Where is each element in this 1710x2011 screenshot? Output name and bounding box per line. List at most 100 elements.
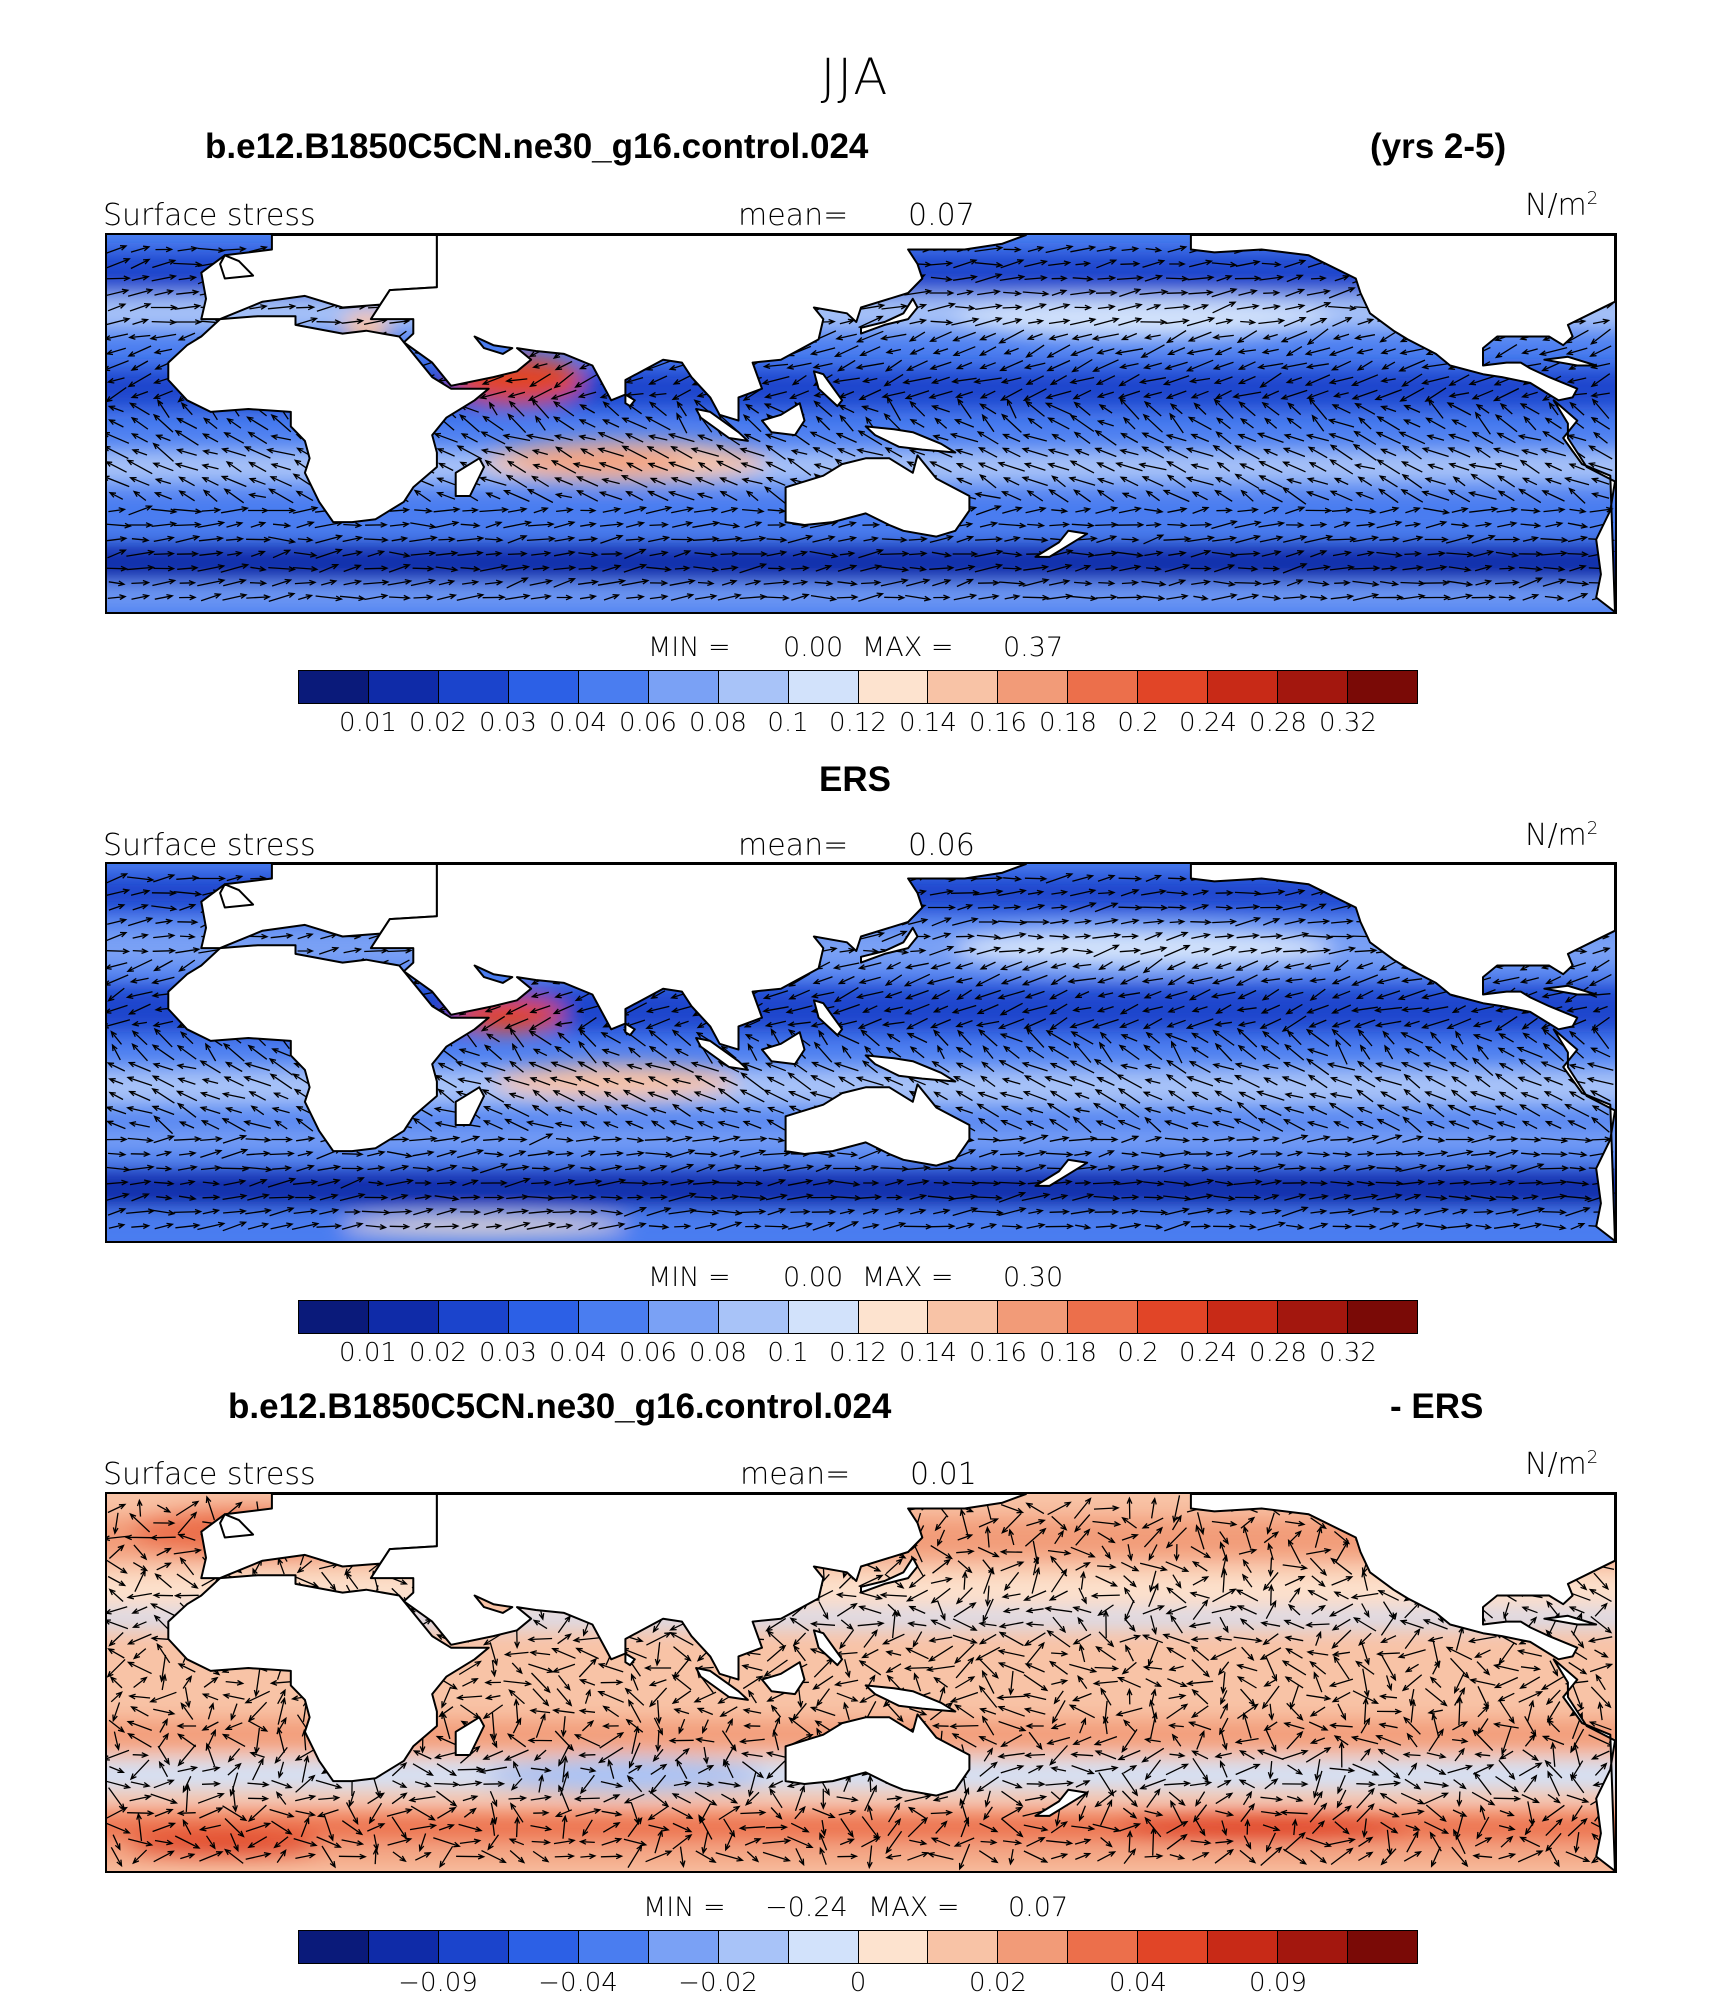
stress-vector-arrow bbox=[1240, 1802, 1256, 1823]
stress-vector-arrow bbox=[1328, 1603, 1354, 1617]
stress-vector-arrow bbox=[1263, 565, 1281, 572]
stress-vector-arrow bbox=[1070, 289, 1097, 296]
stress-vector-arrow bbox=[1023, 564, 1050, 571]
stress-vector-arrow bbox=[1025, 1164, 1047, 1173]
colorbar-swatch bbox=[1068, 1301, 1139, 1333]
stress-vector-arrow bbox=[298, 594, 314, 601]
stress-vector-arrow bbox=[715, 1180, 745, 1187]
stress-vector-arrow bbox=[412, 1117, 433, 1132]
stress-vector-arrow bbox=[1239, 1849, 1257, 1864]
stress-vector-arrow bbox=[857, 303, 886, 311]
stress-vector-arrow bbox=[979, 1165, 999, 1172]
stress-vector-arrow bbox=[855, 330, 884, 343]
stress-vector-arrow bbox=[462, 1179, 479, 1187]
stress-vector-arrow bbox=[692, 1135, 721, 1142]
stress-vector-arrow bbox=[107, 386, 127, 403]
stress-vector-arrow bbox=[1235, 974, 1258, 986]
stress-vector-arrow bbox=[460, 522, 481, 529]
stress-vector-arrow bbox=[480, 1062, 506, 1072]
stress-vector-arrow bbox=[1263, 1531, 1280, 1544]
stress-vector-arrow bbox=[226, 536, 245, 543]
colorbar-swatch bbox=[858, 671, 929, 703]
stress-vector-arrow bbox=[649, 580, 669, 587]
stress-vector-arrow bbox=[934, 1515, 948, 1532]
stress-vector-arrow bbox=[271, 1779, 293, 1789]
stress-vector-arrow bbox=[1305, 507, 1333, 514]
stress-vector-arrow bbox=[1243, 1835, 1252, 1850]
stress-vector-arrow bbox=[1215, 962, 1232, 970]
stress-vector-arrow bbox=[627, 1816, 643, 1838]
stress-vector-arrow bbox=[247, 1222, 270, 1230]
stress-vector-arrow bbox=[1072, 389, 1092, 400]
stress-vector-arrow bbox=[1071, 1764, 1095, 1775]
stress-vector-arrow bbox=[1374, 388, 1402, 401]
stress-vector-arrow bbox=[130, 390, 149, 399]
stress-vector-arrow bbox=[1263, 1077, 1278, 1086]
stress-vector-arrow bbox=[1397, 1649, 1426, 1659]
stress-vector-arrow bbox=[108, 1632, 124, 1647]
stress-vector-arrow bbox=[1286, 522, 1305, 528]
stress-vector-arrow bbox=[1492, 387, 1520, 402]
stress-vector-arrow bbox=[277, 1696, 287, 1725]
stress-vector-arrow bbox=[668, 1060, 694, 1074]
stress-vector-arrow bbox=[1448, 462, 1470, 471]
stress-vector-arrow bbox=[725, 1833, 733, 1852]
stress-vector-arrow bbox=[884, 991, 903, 999]
stress-vector-arrow bbox=[1262, 1571, 1279, 1591]
stress-vector-arrow bbox=[857, 962, 882, 970]
stress-vector-arrow bbox=[977, 289, 1001, 296]
colorbar-swatch bbox=[578, 1301, 649, 1333]
stress-vector-arrow bbox=[244, 1690, 270, 1704]
stress-vector-arrow bbox=[885, 1179, 905, 1187]
stress-vector-arrow bbox=[199, 1091, 221, 1100]
stress-vector-arrow bbox=[243, 1076, 272, 1087]
colorbar-tick-label: 0.04 bbox=[549, 708, 607, 738]
stress-vector-arrow bbox=[1164, 361, 1188, 371]
stress-vector-arrow bbox=[1353, 1019, 1376, 1029]
stress-vector-arrow bbox=[929, 889, 955, 896]
stress-vector-arrow bbox=[725, 1717, 733, 1733]
stress-vector-arrow bbox=[132, 933, 149, 939]
stress-vector-arrow bbox=[368, 1802, 383, 1825]
stress-vector-arrow bbox=[997, 1662, 1025, 1674]
stress-vector-arrow bbox=[1093, 1505, 1120, 1512]
stress-vector-arrow bbox=[107, 1806, 128, 1819]
stress-vector-arrow bbox=[485, 550, 503, 557]
stress-vector-arrow bbox=[201, 1780, 221, 1787]
stress-vector-arrow bbox=[1075, 1528, 1091, 1546]
stress-vector-arrow bbox=[1337, 1774, 1346, 1795]
stress-vector-arrow bbox=[1214, 1090, 1233, 1102]
stress-vector-arrow bbox=[1496, 1121, 1516, 1129]
stress-vector-arrow bbox=[928, 1636, 953, 1643]
south-america-landmass bbox=[1552, 399, 1615, 612]
stress-vector-arrow bbox=[108, 1544, 125, 1559]
stress-vector-arrow bbox=[202, 489, 218, 502]
stress-vector-arrow bbox=[179, 933, 196, 940]
stress-vector-arrow bbox=[1380, 1848, 1397, 1866]
stress-vector-arrow bbox=[1404, 1208, 1422, 1215]
colorbar-swatch bbox=[1138, 671, 1209, 703]
stress-vector-arrow bbox=[974, 261, 1004, 268]
stress-vector-arrow bbox=[1586, 1062, 1614, 1071]
stress-vector-arrow bbox=[1075, 260, 1092, 267]
stress-vector-arrow bbox=[580, 1853, 597, 1860]
stress-vector-arrow bbox=[833, 1679, 859, 1687]
stress-vector-arrow bbox=[1306, 390, 1329, 400]
stress-vector-arrow bbox=[1261, 550, 1282, 557]
stress-vector-arrow bbox=[1069, 1019, 1095, 1029]
stress-vector-arrow bbox=[529, 1005, 551, 1014]
stress-vector-arrow bbox=[1166, 1059, 1187, 1074]
stress-vector-arrow bbox=[676, 412, 688, 434]
stress-vector-arrow bbox=[1566, 377, 1587, 384]
stress-vector-arrow bbox=[151, 890, 177, 897]
stress-vector-arrow bbox=[1540, 447, 1566, 457]
stress-vector-arrow bbox=[768, 565, 786, 572]
stress-vector-arrow bbox=[930, 1545, 954, 1560]
stress-vector-arrow bbox=[223, 1179, 247, 1186]
stress-vector-arrow bbox=[1024, 1752, 1046, 1759]
stress-vector-arrow bbox=[1237, 361, 1256, 370]
stress-vector-arrow bbox=[601, 1837, 623, 1846]
stress-vector-arrow bbox=[1094, 429, 1117, 446]
north-america-landmass bbox=[1189, 235, 1615, 402]
stress-vector-arrow bbox=[1571, 1805, 1583, 1822]
